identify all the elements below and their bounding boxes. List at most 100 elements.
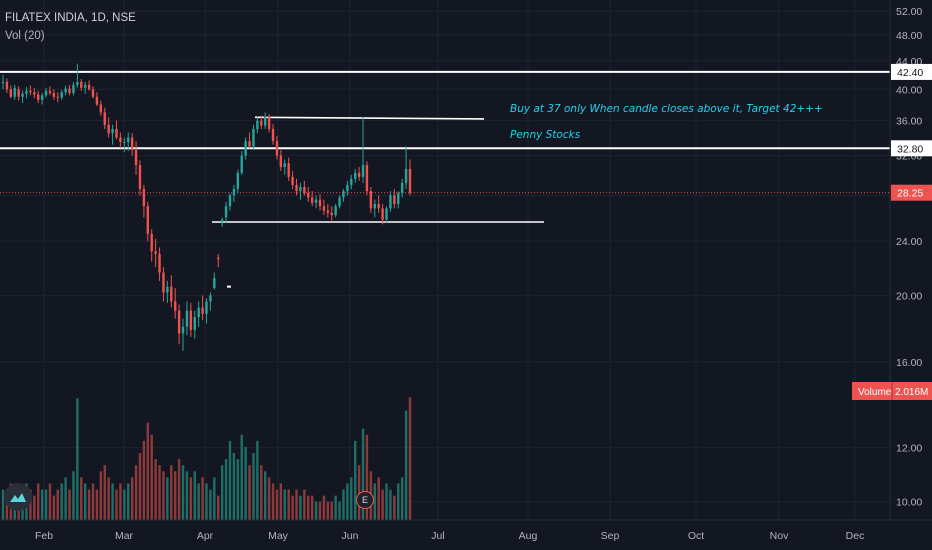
candle[interactable] xyxy=(220,217,224,227)
candle[interactable] xyxy=(130,133,134,156)
candle[interactable] xyxy=(107,117,110,138)
candle[interactable] xyxy=(158,247,161,281)
candle[interactable] xyxy=(248,132,251,149)
candle[interactable] xyxy=(111,124,114,145)
candle[interactable] xyxy=(393,189,396,209)
candle[interactable] xyxy=(123,137,126,152)
resistance-trendline[interactable] xyxy=(254,116,485,120)
candle[interactable] xyxy=(318,194,322,211)
candle[interactable] xyxy=(154,238,157,268)
candle[interactable] xyxy=(64,85,67,96)
candle[interactable] xyxy=(146,201,149,242)
candle[interactable] xyxy=(83,81,87,94)
candle[interactable] xyxy=(389,191,392,212)
candle[interactable] xyxy=(33,87,36,99)
candle[interactable] xyxy=(361,117,365,183)
candle[interactable] xyxy=(138,160,142,196)
candle[interactable] xyxy=(72,81,75,96)
candle[interactable] xyxy=(354,168,357,183)
candle[interactable] xyxy=(287,157,290,181)
candle[interactable] xyxy=(181,318,185,351)
candle[interactable] xyxy=(279,150,283,171)
price-axis-panel[interactable] xyxy=(890,0,932,550)
candle[interactable] xyxy=(48,86,52,96)
candle[interactable] xyxy=(25,87,28,99)
candle[interactable] xyxy=(37,90,40,103)
buy-note-annotation[interactable]: Buy at 37 only When candle closes above … xyxy=(510,103,823,116)
candle[interactable] xyxy=(142,184,146,218)
candle[interactable] xyxy=(201,295,204,321)
candle[interactable] xyxy=(91,86,95,99)
candle[interactable] xyxy=(326,203,330,218)
candle[interactable] xyxy=(115,120,118,140)
candle[interactable] xyxy=(119,132,122,149)
candle[interactable] xyxy=(13,84,16,100)
candle[interactable] xyxy=(29,85,32,96)
candle[interactable] xyxy=(256,117,259,134)
candle[interactable] xyxy=(303,180,306,196)
price-level-label[interactable] xyxy=(891,140,932,157)
candle[interactable] xyxy=(189,302,193,337)
candle[interactable] xyxy=(1,74,5,90)
candle[interactable] xyxy=(99,100,103,116)
candle[interactable] xyxy=(295,178,298,196)
candle[interactable] xyxy=(357,167,361,181)
candle[interactable] xyxy=(166,280,169,303)
volume-indicator-label[interactable]: Vol (20) xyxy=(5,30,45,42)
candle[interactable] xyxy=(400,178,404,198)
candle[interactable] xyxy=(342,189,345,202)
candle[interactable] xyxy=(197,301,200,327)
candle[interactable] xyxy=(232,184,236,202)
candle[interactable] xyxy=(275,135,279,160)
candle[interactable] xyxy=(76,63,79,88)
candle[interactable] xyxy=(330,206,333,223)
penny-stocks-annotation[interactable]: Penny Stocks xyxy=(510,128,581,141)
candle[interactable] xyxy=(322,199,326,216)
candle[interactable] xyxy=(244,137,247,160)
candle[interactable] xyxy=(17,86,20,101)
candle[interactable] xyxy=(68,84,71,96)
candle[interactable] xyxy=(260,115,263,129)
candle[interactable] xyxy=(381,203,384,225)
candle[interactable] xyxy=(127,132,130,152)
candle[interactable] xyxy=(228,193,232,211)
candle[interactable] xyxy=(314,195,318,209)
candle[interactable] xyxy=(56,92,59,103)
candle[interactable] xyxy=(350,174,353,190)
candle[interactable] xyxy=(21,90,24,103)
candle[interactable] xyxy=(5,78,9,94)
candle[interactable] xyxy=(369,186,373,213)
candle[interactable] xyxy=(95,92,99,107)
candle[interactable] xyxy=(271,123,275,145)
candle[interactable] xyxy=(240,151,243,175)
candle[interactable] xyxy=(291,170,294,190)
candle[interactable] xyxy=(80,79,83,91)
candle[interactable] xyxy=(103,107,106,129)
candle[interactable] xyxy=(185,301,189,336)
candle[interactable] xyxy=(87,80,91,91)
candle[interactable] xyxy=(252,124,255,151)
candle[interactable] xyxy=(44,87,48,98)
candle[interactable] xyxy=(150,229,153,262)
candle[interactable] xyxy=(173,288,177,319)
candle[interactable] xyxy=(283,159,286,175)
candle[interactable] xyxy=(193,310,196,339)
candle[interactable] xyxy=(264,112,267,129)
candle[interactable] xyxy=(224,201,228,224)
candle[interactable] xyxy=(408,159,412,196)
tradingview-logo-icon[interactable] xyxy=(4,483,32,511)
candle[interactable] xyxy=(9,85,13,99)
candle[interactable] xyxy=(209,292,212,311)
candle[interactable] xyxy=(52,89,56,100)
candle[interactable] xyxy=(134,141,138,175)
candle[interactable] xyxy=(205,298,208,324)
candle[interactable] xyxy=(404,146,408,190)
candle[interactable] xyxy=(162,267,165,302)
candle[interactable] xyxy=(170,275,173,308)
candle[interactable] xyxy=(385,206,388,224)
candle[interactable] xyxy=(40,93,44,105)
candle[interactable] xyxy=(310,191,314,207)
candle[interactable] xyxy=(377,195,380,213)
candle[interactable] xyxy=(365,161,369,196)
